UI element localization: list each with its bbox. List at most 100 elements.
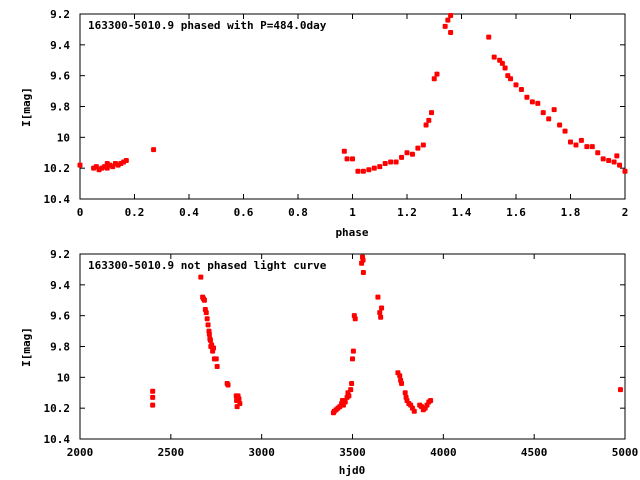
data-point	[382, 161, 388, 167]
data-point	[431, 76, 437, 82]
data-point	[600, 156, 606, 162]
data-point	[448, 13, 454, 19]
data-point	[606, 157, 612, 163]
x-tick-label: 2	[622, 206, 629, 219]
data-point	[546, 116, 552, 122]
data-point	[379, 305, 385, 311]
data-point	[499, 60, 505, 66]
data-point	[589, 144, 595, 150]
data-point	[388, 159, 394, 165]
chart-title: 163300-5010.9 not phased light curve	[88, 259, 327, 272]
data-point	[445, 17, 451, 23]
data-point	[371, 165, 377, 171]
y-tick-label: 9.4	[50, 39, 70, 52]
data-points	[77, 13, 628, 174]
data-point	[237, 401, 243, 407]
data-point	[540, 110, 546, 116]
data-point	[415, 145, 421, 151]
y-tick-label: 9.8	[50, 101, 70, 114]
data-point	[535, 100, 541, 106]
data-point	[428, 397, 434, 403]
data-point	[434, 71, 440, 77]
y-tick-label: 10.4	[44, 433, 71, 446]
data-point	[352, 316, 358, 322]
data-point	[377, 164, 383, 170]
data-point	[502, 65, 508, 71]
data-point	[348, 387, 354, 393]
data-point	[404, 150, 410, 156]
data-point	[206, 331, 212, 337]
x-axis-label: phase	[335, 226, 368, 239]
y-tick-label: 10	[57, 371, 70, 384]
data-point	[236, 396, 242, 402]
data-point	[617, 162, 623, 168]
x-axis-ticks: 2000 2500 3000 3500 4000 4500 5000	[67, 254, 639, 459]
data-point	[366, 167, 372, 173]
x-tick-label: 1.2	[397, 206, 417, 219]
data-point	[429, 110, 435, 116]
data-point	[205, 322, 211, 328]
data-point	[518, 87, 524, 93]
data-point	[426, 117, 432, 123]
x-tick-label: 1.8	[561, 206, 581, 219]
x-tick-label: 1.6	[506, 206, 526, 219]
data-point	[344, 156, 350, 162]
data-point	[150, 402, 156, 408]
data-point	[568, 139, 573, 145]
x-tick-label: 0.2	[125, 206, 145, 219]
data-point	[350, 356, 355, 362]
data-point	[214, 364, 220, 370]
data-point	[151, 147, 157, 153]
y-axis-label: I[mag]	[20, 87, 33, 127]
data-point	[378, 314, 384, 320]
data-point	[508, 76, 514, 82]
x-tick-label: 0	[77, 206, 84, 219]
plot-frame	[79, 253, 626, 440]
data-point	[355, 168, 361, 174]
data-point	[578, 137, 584, 143]
data-point	[491, 54, 497, 60]
data-point	[198, 274, 204, 280]
data-point	[342, 399, 348, 405]
data-point	[207, 337, 213, 343]
data-point	[377, 310, 383, 316]
data-point	[617, 387, 623, 393]
x-tick-label: 0.6	[234, 206, 254, 219]
x-axis-label: hjd0	[339, 464, 366, 477]
data-point	[486, 34, 492, 40]
data-point	[213, 356, 219, 362]
x-tick-label: 5000	[612, 446, 639, 459]
x-tick-label: 2000	[67, 446, 94, 459]
plot-frame	[79, 13, 626, 200]
data-point	[341, 148, 347, 154]
y-tick-label: 9.8	[50, 341, 70, 354]
data-point	[375, 294, 381, 300]
data-point	[201, 297, 207, 303]
data-point	[150, 388, 156, 394]
data-point	[350, 348, 356, 354]
x-tick-label: 1	[349, 206, 356, 219]
data-point	[529, 99, 535, 105]
y-tick-label: 9.2	[50, 8, 70, 21]
y-tick-label: 10.2	[44, 402, 71, 415]
y-axis-ticks: 9.2 9.4 9.6 9.8 10 10.2 10.4	[44, 248, 625, 446]
phased-light-curve-panel: 163300-5010.9 phased with P=484.0day pha…	[20, 8, 628, 239]
data-point	[393, 159, 399, 165]
data-point	[397, 373, 403, 379]
data-point	[349, 381, 355, 386]
y-tick-label: 10.2	[44, 162, 71, 175]
y-axis-ticks: 9.2 9.4 9.6 9.8 10 10.2 10.4	[44, 8, 625, 206]
data-point	[346, 393, 352, 399]
data-point	[584, 144, 590, 150]
data-point	[423, 122, 429, 128]
data-point	[360, 168, 366, 174]
y-tick-label: 10.4	[44, 193, 71, 206]
data-point	[399, 154, 405, 160]
data-point	[77, 162, 83, 168]
data-point	[551, 107, 557, 113]
x-tick-label: 3500	[339, 446, 366, 459]
data-point	[562, 128, 568, 134]
unphased-light-curve-panel: 163300-5010.9 not phased light curve hjd…	[20, 248, 638, 477]
y-axis-label: I[mag]	[20, 327, 33, 367]
